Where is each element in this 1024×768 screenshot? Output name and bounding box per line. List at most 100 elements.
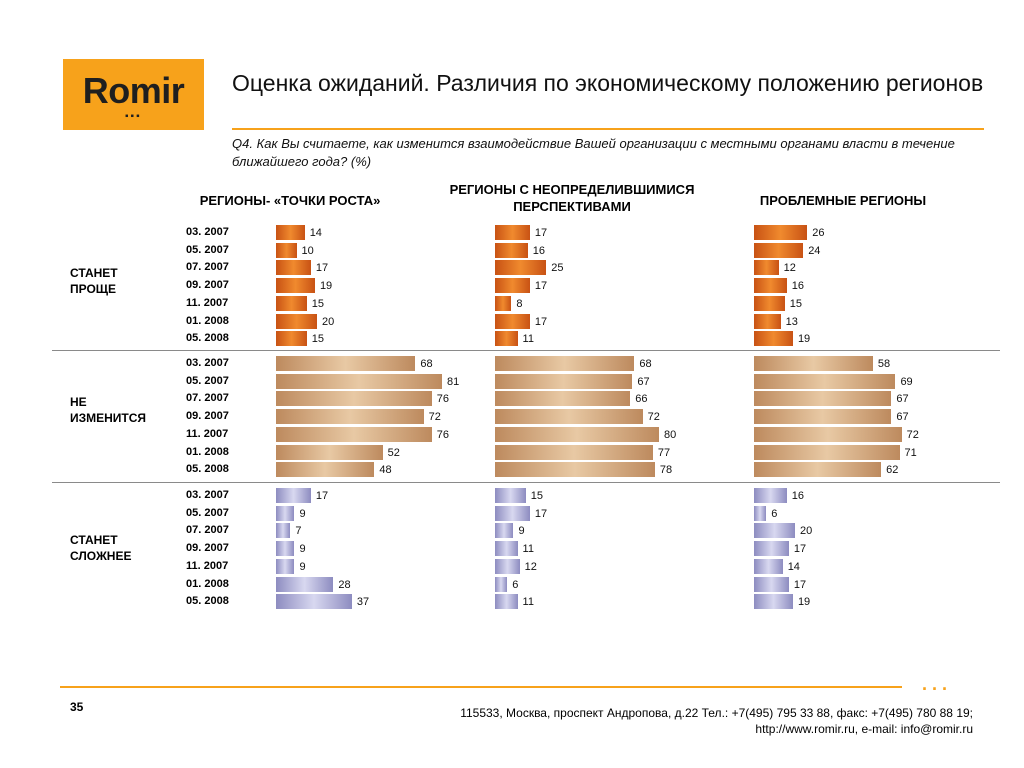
- bar-value-label: 12: [783, 262, 796, 275]
- bar-value-label: 72: [428, 411, 441, 424]
- bar-value-label: 10: [301, 244, 314, 257]
- bar-same: [754, 409, 892, 425]
- bar-value-label: 28: [338, 578, 351, 591]
- bar-same: [495, 391, 631, 407]
- date-label: 05. 2008: [186, 595, 229, 608]
- group-label-harder: СТАНЕТ СЛОЖНЕЕ: [70, 533, 132, 563]
- panel-heading-growth: РЕГИОНЫ- «ТОЧКИ РОСТА»: [199, 193, 381, 208]
- logo-dots-icon: ▪▪▪: [125, 111, 142, 122]
- bar-same: [754, 444, 900, 460]
- bar-easier: [754, 242, 804, 258]
- bar-value-label: 26: [812, 227, 825, 239]
- bar-value-label: 16: [791, 280, 805, 293]
- bar-value-label: 25: [551, 262, 564, 275]
- date-label: 05. 2008: [186, 332, 229, 345]
- bar-same: [276, 462, 375, 478]
- bar-harder: [495, 523, 514, 539]
- bar-value-label: 67: [896, 411, 909, 424]
- date-label: 09. 2007: [186, 279, 229, 292]
- bar-same: [754, 356, 873, 371]
- bar-easier: [495, 225, 530, 240]
- date-label: 05. 2007: [186, 243, 229, 256]
- bar-value-label: 14: [787, 560, 800, 573]
- bar-value-label: 11: [522, 333, 534, 346]
- bar-easier: [754, 278, 787, 294]
- group-label-easier: СТАНЕТ ПРОЩЕ: [70, 266, 118, 296]
- bar-same: [276, 409, 424, 425]
- panel-heading-problem: ПРОБЛЕМНЫЕ РЕГИОНЫ: [759, 193, 927, 208]
- bar-value-label: 9: [299, 507, 306, 520]
- bar-harder: [276, 594, 352, 610]
- bar-harder: [276, 541, 295, 557]
- bar-value-label: 17: [793, 543, 807, 556]
- bar-value-label: 78: [659, 464, 673, 477]
- bar-easier: [276, 295, 307, 311]
- bar-value-label: 14: [309, 227, 322, 239]
- footer-address: 115533, Москва, проспект Андропова, д.22…: [460, 706, 973, 720]
- bar-value-label: 19: [797, 333, 811, 346]
- panel-heading-uncertain: РЕГИОНЫ С НЕОПРЕДЕЛИВШИМИСЯ ПЕРСПЕКТИВАМ…: [449, 182, 695, 214]
- bar-value-label: 67: [896, 393, 909, 406]
- bar-harder: [754, 558, 783, 574]
- bar-harder: [495, 576, 508, 592]
- bar-value-label: 76: [436, 428, 450, 441]
- bar-same: [276, 373, 443, 389]
- bar-value-label: 72: [647, 411, 660, 424]
- bar-harder: [495, 488, 526, 503]
- bar-easier: [495, 331, 518, 347]
- date-label: 03. 2007: [186, 226, 229, 238]
- bar-easier: [754, 331, 793, 347]
- bar-same: [754, 373, 896, 389]
- bar-same: [276, 356, 416, 371]
- bar-value-label: 20: [322, 315, 335, 328]
- bar-harder: [495, 558, 520, 574]
- bar-same: [495, 462, 655, 478]
- bar-value-label: 12: [524, 560, 537, 573]
- bar-easier: [276, 278, 315, 294]
- bar-easier: [495, 313, 530, 329]
- bar-value-label: 16: [532, 244, 546, 257]
- group-separator: [52, 482, 1000, 483]
- bar-value-label: 52: [387, 446, 400, 459]
- bar-value-label: 15: [789, 297, 802, 310]
- date-label: 05. 2008: [186, 463, 229, 476]
- slide-title: Оценка ожиданий. Различия по экономическ…: [232, 70, 984, 96]
- bar-value-label: 17: [315, 490, 329, 502]
- bar-harder: [754, 594, 793, 610]
- footer-dots: ...: [922, 674, 953, 694]
- bar-value-label: 7: [295, 525, 302, 538]
- date-label: 07. 2007: [186, 392, 229, 405]
- bar-value-label: 77: [657, 446, 671, 459]
- bar-value-label: 81: [447, 375, 460, 388]
- bar-same: [495, 356, 635, 371]
- bar-value-label: 80: [664, 428, 677, 441]
- bar-value-label: 71: [904, 446, 917, 459]
- bar-value-label: 17: [534, 507, 548, 520]
- bar-easier: [754, 260, 779, 276]
- bar-value-label: 15: [311, 333, 324, 346]
- bar-harder: [276, 576, 334, 592]
- bar-easier: [495, 242, 528, 258]
- bar-value-label: 15: [311, 297, 324, 310]
- title-rule: [232, 128, 984, 130]
- bar-value-label: 9: [299, 560, 306, 573]
- bar-harder: [754, 541, 789, 557]
- bar-value-label: 6: [512, 578, 519, 591]
- date-label: 03. 2007: [186, 489, 229, 501]
- bar-value-label: 67: [637, 375, 650, 388]
- bar-value-label: 72: [906, 428, 919, 441]
- bar-harder: [495, 505, 530, 521]
- bar-value-label: 17: [793, 578, 807, 591]
- date-label: 03. 2007: [186, 357, 229, 369]
- date-label: 07. 2007: [186, 524, 229, 537]
- group-separator: [52, 350, 1000, 351]
- bar-value-label: 17: [534, 315, 548, 328]
- bar-value-label: 24: [808, 244, 821, 257]
- bar-harder: [754, 523, 795, 539]
- footer-rule: [60, 686, 902, 688]
- date-label: 09. 2007: [186, 542, 229, 555]
- bar-harder: [495, 594, 518, 610]
- bar-value-label: 69: [900, 375, 913, 388]
- bar-value-label: 68: [420, 358, 433, 370]
- bar-easier: [495, 260, 547, 276]
